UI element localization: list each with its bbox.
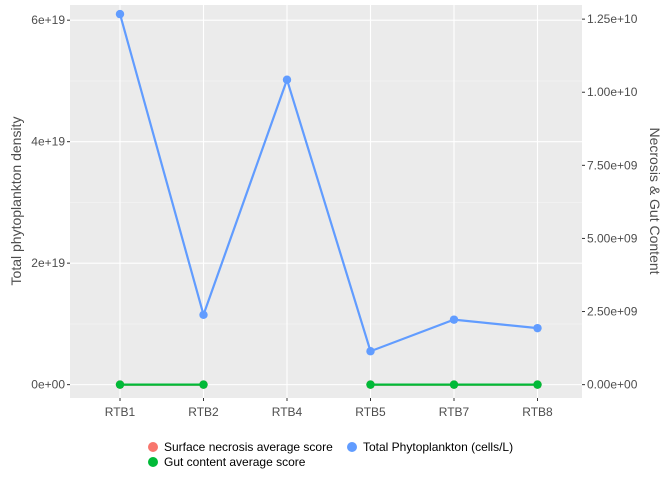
right-axis-tick-label: 7.50e+09	[587, 158, 638, 172]
right-axis-tick-label: 0.00e+00	[587, 378, 638, 392]
series-line-2	[118, 13, 538, 353]
legend: Surface necrosis average score Gut conte…	[148, 440, 513, 469]
right-axis-tick-label: 1.25e+10	[587, 12, 638, 26]
series-point-1	[115, 380, 125, 389]
left-axis-tick-label: 0e+00	[31, 378, 65, 392]
x-axis-tick-label: RTB4	[272, 405, 303, 419]
x-axis-tick-label: RTB2	[188, 405, 219, 419]
series-layer	[115, 9, 542, 389]
series-point-2	[533, 323, 542, 333]
panel-background	[70, 5, 582, 398]
left-axis-tick-label: 6e+19	[31, 13, 65, 27]
right-axis-title: Necrosis & Gut Content	[647, 127, 663, 274]
x-axis-tick-label: RTB7	[439, 405, 470, 419]
left-axis-title: Total phytoplankton density	[8, 117, 24, 286]
series-point-2	[199, 310, 208, 319]
right-axis-tick-label: 1.00e+10	[587, 85, 638, 99]
legend-label-gut-content: Gut content average score	[164, 455, 306, 469]
series-point-1	[449, 380, 459, 389]
left-axis-tick-label: 2e+19	[31, 256, 65, 270]
legend-key-surface-necrosis	[148, 442, 158, 452]
right-axis-tick-label: 2.50e+09	[587, 305, 638, 319]
x-axis-tick-label: RTB5	[355, 405, 386, 419]
right-axis-tick-label: 5.00e+09	[587, 231, 638, 245]
series-point-2	[449, 315, 459, 324]
series-point-2	[115, 9, 125, 19]
series-point-2	[282, 75, 292, 84]
x-axis-tick-label: RTB8	[522, 405, 553, 419]
series-point-1	[533, 380, 542, 389]
left-axis-tick-label: 4e+19	[31, 135, 65, 149]
series-point-1	[199, 380, 208, 389]
legend-key-total-phytoplankton	[347, 442, 357, 452]
legend-label-surface-necrosis: Surface necrosis average score	[164, 440, 333, 454]
x-axis-tick-label: RTB1	[105, 405, 136, 419]
legend-key-gut-content	[148, 457, 158, 467]
series-point-1	[366, 380, 375, 389]
axis-layer: 0e+00 2e+19 4e+19 6e+19 0.00e+00 2.50e+09 5.00…	[31, 12, 637, 419]
series-point-2	[366, 347, 375, 356]
legend-label-total-phytoplankton: Total Phytoplankton (cells/L)	[363, 440, 513, 454]
